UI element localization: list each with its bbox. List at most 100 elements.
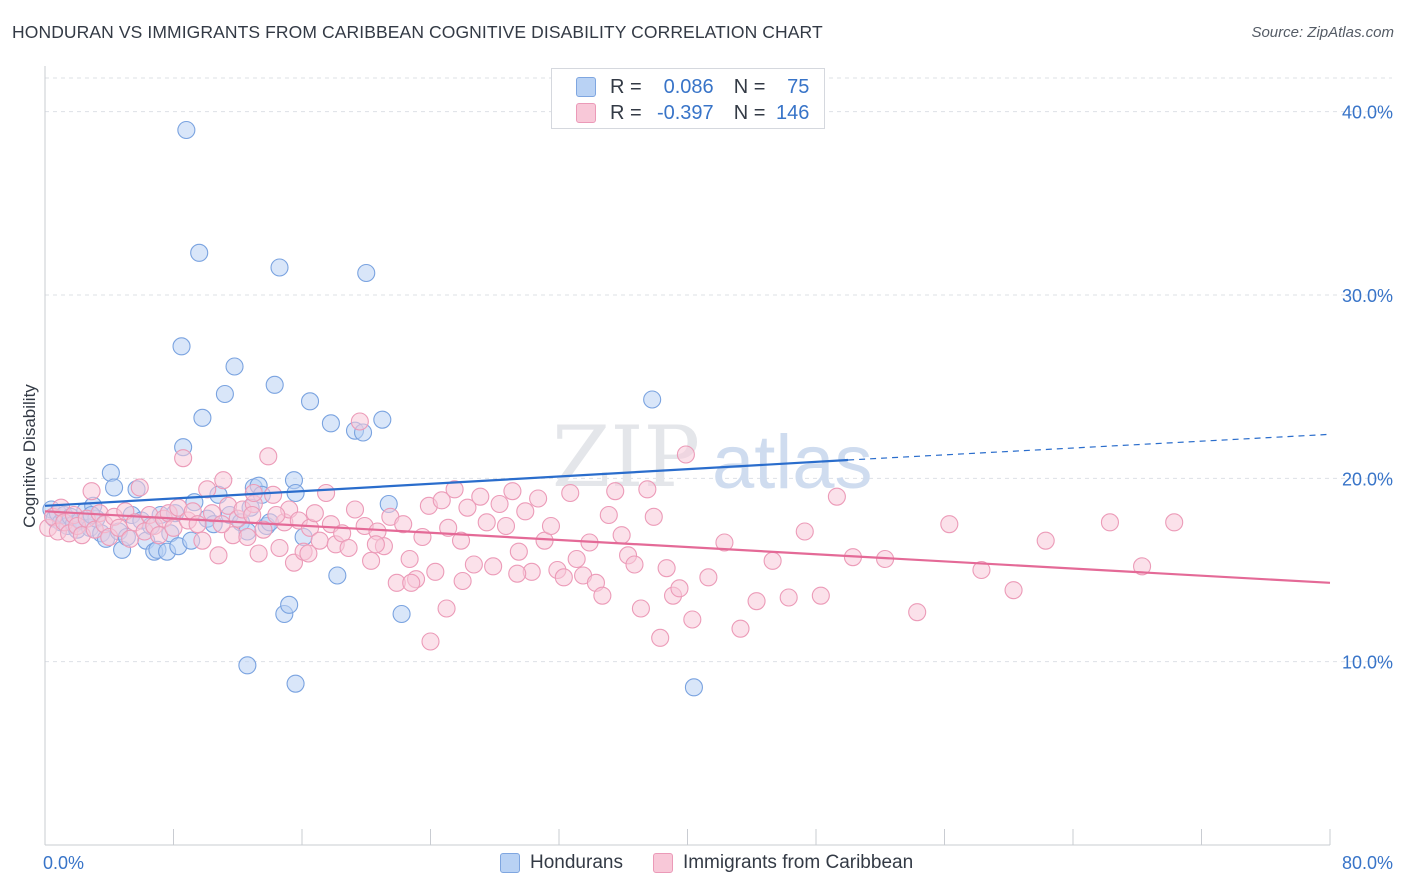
caribbean-point bbox=[779, 588, 798, 607]
caribbean-point bbox=[149, 526, 169, 545]
caribbean-point bbox=[243, 505, 262, 525]
honduran-point bbox=[643, 390, 662, 409]
caribbean-point bbox=[529, 489, 548, 508]
caribbean-point bbox=[198, 480, 217, 499]
honduran-point bbox=[101, 463, 120, 482]
caribbean-point bbox=[362, 551, 381, 570]
honduran-point bbox=[286, 483, 305, 503]
caribbean-point bbox=[1133, 557, 1152, 576]
bottom-legend-label: Immigrants from Caribbean bbox=[682, 852, 914, 873]
honduran-point bbox=[328, 566, 347, 585]
caribbean-point bbox=[421, 632, 440, 651]
caribbean-point bbox=[1004, 581, 1023, 600]
caribbean-point bbox=[763, 551, 782, 570]
caribbean-point bbox=[464, 555, 483, 574]
caribbean-point bbox=[254, 520, 273, 539]
caribbean-point bbox=[503, 482, 522, 501]
honduran-point bbox=[321, 414, 340, 433]
caribbean-point bbox=[541, 516, 561, 536]
caribbean-point bbox=[644, 507, 663, 526]
caribbean-point bbox=[259, 447, 278, 466]
caribbean-point bbox=[972, 560, 991, 580]
caribbean-point bbox=[299, 544, 318, 563]
caribbean-point bbox=[599, 505, 618, 525]
legend-n-label: N = bbox=[733, 75, 766, 98]
caribbean-point bbox=[508, 564, 527, 583]
caribbean-point bbox=[394, 515, 413, 534]
caribbean-point bbox=[1036, 531, 1055, 550]
bottom-legend: Hondurans Immigrants from Caribbean bbox=[500, 852, 943, 874]
caribbean-point bbox=[366, 535, 385, 554]
caribbean-point bbox=[439, 518, 458, 537]
caribbean-point bbox=[670, 579, 689, 598]
caribbean-point bbox=[516, 502, 535, 521]
honduran-point bbox=[105, 478, 124, 497]
caribbean-point bbox=[458, 498, 477, 517]
caribbean-point bbox=[699, 568, 718, 587]
caribbean-point bbox=[554, 568, 573, 587]
caribbean-point bbox=[82, 482, 101, 501]
source-label: Source: ZipAtlas.com bbox=[1251, 24, 1394, 41]
honduran-point bbox=[265, 375, 284, 394]
caribbean-point bbox=[657, 559, 676, 578]
honduran-point bbox=[177, 120, 196, 140]
trend-lines bbox=[44, 433, 1331, 584]
caribbean-point bbox=[317, 483, 336, 503]
caribbean-point bbox=[400, 549, 419, 569]
trend-line-hondurans bbox=[44, 458, 849, 507]
caribbean-point bbox=[345, 500, 365, 519]
y-tick-label: 20.0% bbox=[1342, 469, 1393, 489]
honduran-point bbox=[190, 243, 209, 262]
honduran-point bbox=[373, 410, 392, 429]
bottom-legend-swatch-pink bbox=[652, 853, 673, 873]
bottom-legend-hondurans[interactable]: Hondurans bbox=[500, 852, 623, 874]
caribbean-point bbox=[109, 518, 128, 537]
y-tick-labels: 10.0% 20.0% 30.0% 40.0% bbox=[1342, 103, 1393, 673]
caribbean-point bbox=[509, 542, 528, 561]
honduran-point bbox=[684, 678, 703, 697]
honduran-point bbox=[172, 337, 191, 356]
caribbean-point bbox=[676, 445, 695, 464]
caribbean-point bbox=[339, 538, 358, 558]
caribbean-point bbox=[638, 480, 657, 499]
caribbean-point bbox=[567, 549, 586, 569]
caribbean-point bbox=[432, 491, 451, 510]
honduran-point bbox=[280, 595, 299, 614]
chart-title: HONDURAN VS IMMIGRANTS FROM CARIBBEAN CO… bbox=[12, 22, 823, 42]
legend-n-value: 146 bbox=[776, 101, 810, 124]
caribbean-point bbox=[612, 526, 631, 545]
bottom-legend-swatch-blue bbox=[500, 853, 520, 873]
honduran-point bbox=[215, 384, 234, 404]
caribbean-point bbox=[402, 573, 421, 592]
caribbean-point bbox=[305, 504, 324, 523]
legend-r-value: 0.086 bbox=[663, 75, 714, 98]
caribbean-point bbox=[130, 478, 149, 497]
caribbean-point bbox=[811, 586, 830, 605]
legend: R = 0.086 N = 75 R = -0.397 N = 146 bbox=[551, 68, 825, 129]
caribbean-point bbox=[651, 628, 670, 647]
legend-row-caribbean: R = -0.397 N = 146 bbox=[576, 101, 809, 125]
caribbean-point bbox=[249, 544, 268, 563]
caribbean-point bbox=[731, 619, 750, 638]
honduran-point bbox=[357, 263, 376, 283]
caribbean-point bbox=[188, 515, 207, 534]
caribbean-point bbox=[350, 412, 369, 431]
honduran-point bbox=[300, 392, 320, 411]
y-axis-label: Cognitive Disability bbox=[20, 384, 39, 528]
caribbean-point bbox=[715, 533, 734, 552]
caribbean-point bbox=[437, 599, 456, 618]
honduran-point bbox=[286, 674, 305, 693]
caribbean-point bbox=[631, 599, 650, 618]
caribbean-point bbox=[827, 487, 846, 506]
honduran-point bbox=[225, 357, 244, 376]
caribbean-point bbox=[477, 513, 496, 532]
legend-row-hondurans: R = 0.086 N = 75 bbox=[576, 75, 809, 99]
caribbean-point bbox=[270, 538, 289, 558]
bottom-legend-caribbean[interactable]: Immigrants from Caribbean bbox=[652, 852, 914, 874]
watermark: ZIP atlas bbox=[552, 408, 873, 506]
caribbean-point bbox=[496, 516, 516, 536]
caribbean-point bbox=[561, 483, 580, 503]
legend-swatch-pink bbox=[576, 103, 596, 123]
x-tick-labels: 0.0% 80.0% bbox=[43, 853, 1393, 873]
